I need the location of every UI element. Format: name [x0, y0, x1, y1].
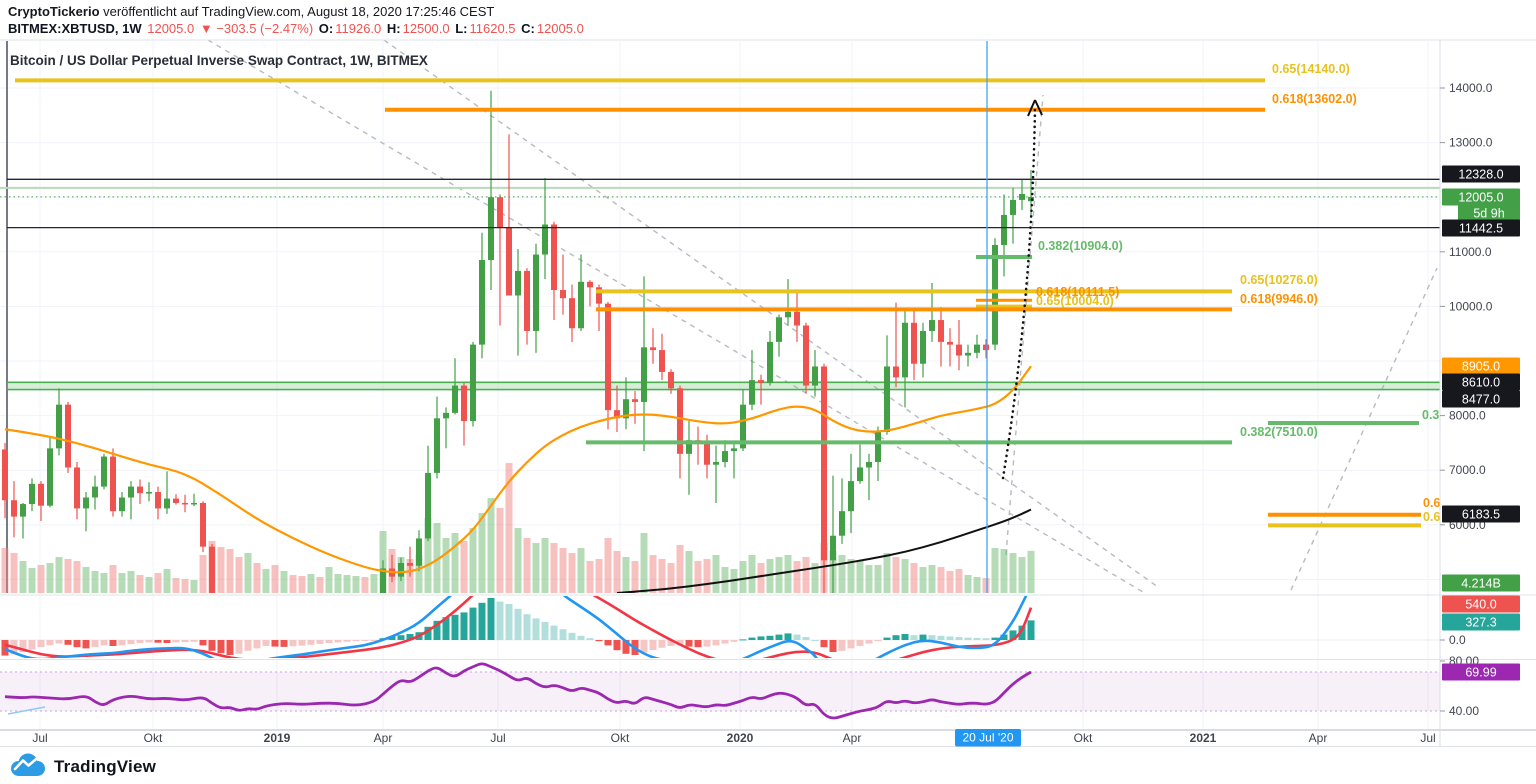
pane-tick: 40.00 [1449, 704, 1479, 718]
volume-series [1, 463, 1035, 593]
price-badge [1442, 505, 1520, 523]
projection-arrowhead [1027, 99, 1043, 117]
price-badge-label: 8610.0 [1462, 376, 1500, 390]
time-tick: Jul [32, 731, 47, 745]
ohlc-segment: ▼ −303.5 (−2.47%) [199, 21, 317, 36]
time-tick: Jul [490, 731, 505, 745]
ohlc-segment: O: [318, 21, 334, 36]
price-badge [1442, 390, 1520, 408]
tradingview-logo-icon [10, 751, 46, 783]
time-tick: Apr [1309, 731, 1328, 745]
price-badge-label: 327.3 [1465, 616, 1496, 630]
price-badge [1442, 357, 1520, 375]
ohlc-segment: 12500.0 [402, 21, 454, 36]
price-tick: 8000.0 [1449, 409, 1486, 423]
price-tick: 14000.0 [1449, 81, 1493, 95]
fib-label: 0.382(7510.0) [1240, 425, 1318, 439]
fib-label: 0.618(13602.0) [1272, 92, 1357, 106]
time-tick: Jul [1420, 731, 1435, 745]
price-tick: 7000.0 [1449, 463, 1486, 477]
time-axis[interactable] [0, 730, 1536, 747]
price-badge-label: 8905.0 [1462, 360, 1500, 374]
price-badge-label: 12328.0 [1458, 168, 1503, 182]
ohlc-segment: 11620.5 [469, 21, 520, 36]
time-highlight-label: 20 Jul '20 [963, 731, 1014, 745]
ohlc-segment: BITMEX:XBTUSD, 1W [8, 21, 146, 36]
author-name: CryptoTickerio [8, 4, 100, 19]
macd-pane[interactable] [1, 546, 1035, 678]
fib-label: 0.382(10904.0) [1038, 239, 1123, 253]
ohlc-segment: C: [521, 21, 535, 36]
price-badge [1442, 574, 1520, 592]
header: CryptoTickerio veröffentlicht auf Tradin… [8, 4, 494, 20]
price-badge [1442, 165, 1520, 183]
time-tick: Apr [843, 731, 862, 745]
publish-line: CryptoTickerio veröffentlicht auf Tradin… [8, 4, 494, 20]
price-badge-label: 8477.0 [1462, 393, 1500, 407]
symbol-ohlc-line: BITMEX:XBTUSD, 1W 12005.0 ▼ −303.5 (−2.4… [8, 21, 586, 37]
time-tick: 2019 [264, 731, 291, 745]
price-tick: 10000.0 [1449, 299, 1493, 313]
price-badge [1442, 373, 1520, 391]
rsi-pane[interactable] [0, 662, 1440, 720]
chart-legend-title[interactable]: Bitcoin / US Dollar Perpetual Inverse Sw… [10, 53, 428, 68]
price-scale-labels: 14000.0 13000.0 11000.0 10000.0 8000.0 7000.0… [1440, 81, 1520, 718]
ohlc-segment: 12005.0 [536, 21, 584, 36]
publish-text: veröffentlicht auf TradingView.com, Augu… [99, 4, 495, 19]
fib-label: 0.65(14140.0) [1272, 62, 1350, 76]
time-tick: Okt [611, 731, 630, 745]
grid [0, 41, 1440, 729]
price-badge-label: 11442.5 [1459, 222, 1503, 236]
ohlc-segment: L: [455, 21, 468, 36]
price-badge-label: 4.214B [1461, 577, 1501, 591]
ohlc-segment: 12005.0 [147, 21, 198, 36]
price-badge [1442, 595, 1520, 613]
price-badge [1442, 663, 1520, 681]
time-tick: Okt [144, 731, 163, 745]
price-badge [1442, 613, 1520, 631]
price-badge-label: 69.99 [1465, 666, 1496, 680]
time-tick: 2020 [727, 731, 754, 745]
price-badge-label: 6183.5 [1462, 508, 1500, 522]
ohlc-segment: 11926.0 [335, 21, 385, 36]
fib-label: 0.618(9946.0) [1240, 292, 1318, 306]
time-scale-labels: Jul Okt 2019 Apr Jul Okt 2020 Apr Okt 2021 Apr Jul 2… [32, 729, 1436, 747]
sma-200w-line [616, 508, 1032, 593]
price-badge [1442, 188, 1520, 206]
price-tick: 11000.0 [1449, 245, 1492, 259]
time-tick: 2021 [1190, 731, 1217, 745]
footer-brand[interactable]: TradingView [10, 751, 156, 783]
price-badge [1442, 219, 1520, 237]
fib-label: 0.65(10276.0) [1240, 273, 1318, 287]
time-highlight-badge [955, 729, 1021, 747]
price-tick: 13000.0 [1449, 136, 1493, 150]
price-badge-label: 540.0 [1465, 598, 1496, 612]
price-badge [1458, 204, 1520, 222]
price-badge-label: 12005.0 [1458, 191, 1503, 205]
pane-tick: 0.0 [1449, 633, 1466, 647]
time-tick: Apr [374, 731, 393, 745]
brand-name: TradingView [54, 757, 157, 776]
time-tick: Okt [1074, 731, 1093, 745]
ohlc-segment: H: [386, 21, 401, 36]
fib-label: 0.65(10004.0) [1036, 294, 1114, 308]
fib-label: 0.618(10111.5) [1036, 285, 1119, 299]
price-badge-label: 5d 9h [1473, 207, 1504, 221]
support-band[interactable] [7, 381, 1440, 391]
ema-line [4, 365, 1032, 574]
